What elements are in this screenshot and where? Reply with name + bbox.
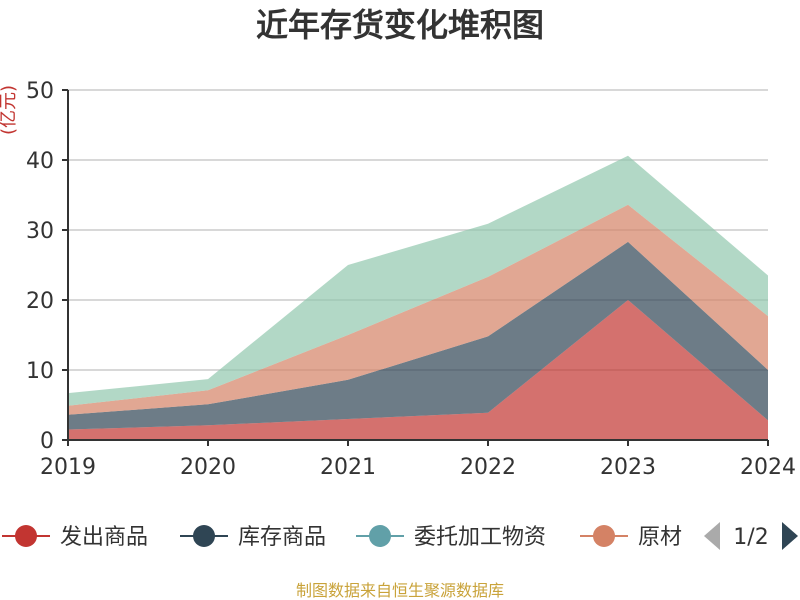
legend-item[interactable]: 发出商品 <box>2 525 148 550</box>
x-tick-labels: 2019 2020 2021 2022 2023 2024 <box>40 455 796 480</box>
y-tick-labels: 0 10 20 30 40 50 <box>26 79 54 454</box>
y-tick-label: 40 <box>26 149 54 174</box>
axes <box>62 89 769 446</box>
legend-pager: 1/2 <box>704 522 798 550</box>
legend-marker <box>369 525 391 547</box>
y-tick-label: 0 <box>40 429 54 454</box>
x-tick-label: 2024 <box>740 455 796 480</box>
x-tick-label: 2022 <box>460 455 516 480</box>
y-tick-label: 20 <box>26 289 54 314</box>
legend-item[interactable]: 原材 <box>580 525 682 550</box>
legend-label: 原材 <box>638 525 682 550</box>
x-tick-label: 2023 <box>600 455 656 480</box>
legend-marker <box>193 525 215 547</box>
x-tick-label: 2019 <box>40 455 96 480</box>
y-tick-label: 30 <box>26 219 54 244</box>
legend: 发出商品 库存商品 委托加工物资 原材 <box>2 525 682 550</box>
y-tick-label: 50 <box>26 79 54 104</box>
area-series-5[interactable] <box>68 155 768 406</box>
area-series-1[interactable] <box>68 300 768 440</box>
legend-marker <box>15 525 37 547</box>
legend-page-indicator: 1/2 <box>733 525 768 550</box>
legend-label: 发出商品 <box>60 525 148 550</box>
area-series <box>68 155 768 440</box>
x-tick-label: 2020 <box>180 455 236 480</box>
area-series-2[interactable] <box>68 241 768 430</box>
legend-item[interactable]: 委托加工物资 <box>356 525 546 550</box>
legend-next-icon[interactable] <box>782 522 798 550</box>
x-tick-label: 2021 <box>320 455 376 480</box>
legend-label: 库存商品 <box>238 525 326 550</box>
legend-label: 委托加工物资 <box>414 525 546 550</box>
y-axis-unit: (亿元) <box>0 85 19 135</box>
legend-prev-icon[interactable] <box>704 522 720 550</box>
data-source: 制图数据来自恒生聚源数据库 <box>296 581 504 600</box>
y-tick-label: 10 <box>26 359 54 384</box>
legend-item[interactable]: 库存商品 <box>180 525 326 550</box>
chart-title: 近年存货变化堆积图 <box>256 6 544 44</box>
area-series-4[interactable] <box>68 204 768 415</box>
legend-marker <box>593 525 615 547</box>
